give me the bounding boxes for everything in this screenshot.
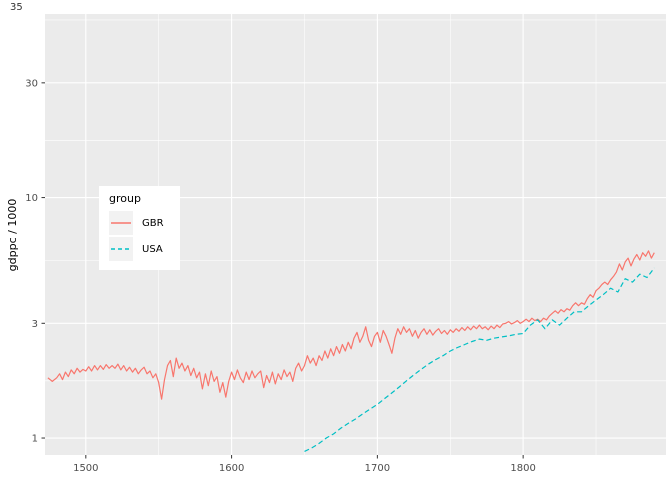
- x-tick-label: 1800: [510, 463, 535, 474]
- stray-text: 35: [10, 2, 23, 13]
- series-line-gbr: [47, 250, 655, 400]
- legend-item-usa: USA: [109, 236, 164, 262]
- y-tick-label: 1: [32, 434, 38, 445]
- x-tick-label: 1500: [73, 463, 98, 474]
- legend-label-gbr: GBR: [142, 217, 164, 229]
- x-tick-label: 1600: [219, 463, 244, 474]
- usa-line-sample-icon: [111, 248, 131, 250]
- y-tick-label: 30: [25, 78, 38, 89]
- y-axis-title: gdppc / 1000: [6, 198, 19, 272]
- x-tick-label: 1700: [365, 463, 390, 474]
- legend-key-usa: [109, 237, 133, 261]
- legend-key-gbr: [109, 211, 133, 235]
- series-line-usa: [304, 267, 655, 452]
- y-tick-label: 3: [32, 319, 38, 330]
- y-tick-label: 10: [25, 193, 38, 204]
- legend-item-gbr: GBR: [109, 210, 164, 236]
- legend-title: group: [109, 192, 141, 205]
- gbr-line-sample-icon: [111, 222, 131, 224]
- legend: group GBR USA: [99, 186, 180, 270]
- legend-label-usa: USA: [142, 243, 163, 255]
